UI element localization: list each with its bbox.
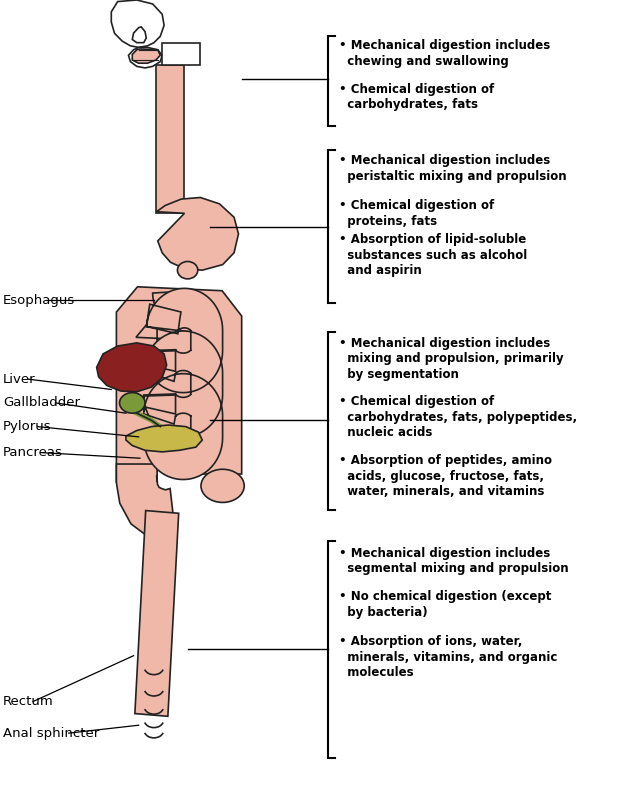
Text: • Absorption of ions, water,
  minerals, vitamins, and organic
  molecules: • Absorption of ions, water, minerals, v… xyxy=(339,635,557,679)
Text: Pancreas: Pancreas xyxy=(3,446,63,459)
Text: Gallbladder: Gallbladder xyxy=(3,397,80,409)
Text: • Chemical digestion of
  carbohydrates, fats: • Chemical digestion of carbohydrates, f… xyxy=(339,83,494,111)
FancyBboxPatch shape xyxy=(162,43,200,65)
Polygon shape xyxy=(111,0,164,47)
Text: • Chemical digestion of
  carbohydrates, fats, polypeptides,
  nucleic acids: • Chemical digestion of carbohydrates, f… xyxy=(339,395,577,439)
Polygon shape xyxy=(135,510,179,717)
Ellipse shape xyxy=(177,261,198,279)
Text: • Chemical digestion of
  proteins, fats: • Chemical digestion of proteins, fats xyxy=(339,199,494,228)
Text: • Mechanical digestion includes
  peristaltic mixing and propulsion: • Mechanical digestion includes peristal… xyxy=(339,154,567,182)
Polygon shape xyxy=(116,287,242,482)
Ellipse shape xyxy=(201,469,244,502)
Ellipse shape xyxy=(120,393,145,413)
Polygon shape xyxy=(144,288,223,480)
Polygon shape xyxy=(116,464,176,540)
Text: Liver: Liver xyxy=(3,373,36,386)
Text: • Mechanical digestion includes
  mixing and propulsion, primarily
  by segmenta: • Mechanical digestion includes mixing a… xyxy=(339,337,563,381)
Polygon shape xyxy=(132,27,146,43)
Text: • Absorption of peptides, amino
  acids, glucose, fructose, fats,
  water, miner: • Absorption of peptides, amino acids, g… xyxy=(339,454,552,498)
Polygon shape xyxy=(153,292,208,332)
Text: • Absorption of lipid-soluble
  substances such as alcohol
  and aspirin: • Absorption of lipid-soluble substances… xyxy=(339,233,527,277)
Text: • No chemical digestion (except
  by bacteria): • No chemical digestion (except by bacte… xyxy=(339,590,551,619)
Text: Rectum: Rectum xyxy=(3,695,54,708)
Text: Pylorus: Pylorus xyxy=(3,420,52,433)
Polygon shape xyxy=(126,425,202,452)
Text: Esophagus: Esophagus xyxy=(3,294,76,307)
Polygon shape xyxy=(156,198,238,270)
Polygon shape xyxy=(156,65,184,213)
Polygon shape xyxy=(97,343,167,392)
Text: • Mechanical digestion includes
  segmental mixing and propulsion: • Mechanical digestion includes segmenta… xyxy=(339,547,569,575)
Polygon shape xyxy=(128,47,162,68)
Text: • Mechanical digestion includes
  chewing and swallowing: • Mechanical digestion includes chewing … xyxy=(339,40,550,68)
Polygon shape xyxy=(132,49,160,63)
Text: Anal sphincter: Anal sphincter xyxy=(3,727,99,739)
